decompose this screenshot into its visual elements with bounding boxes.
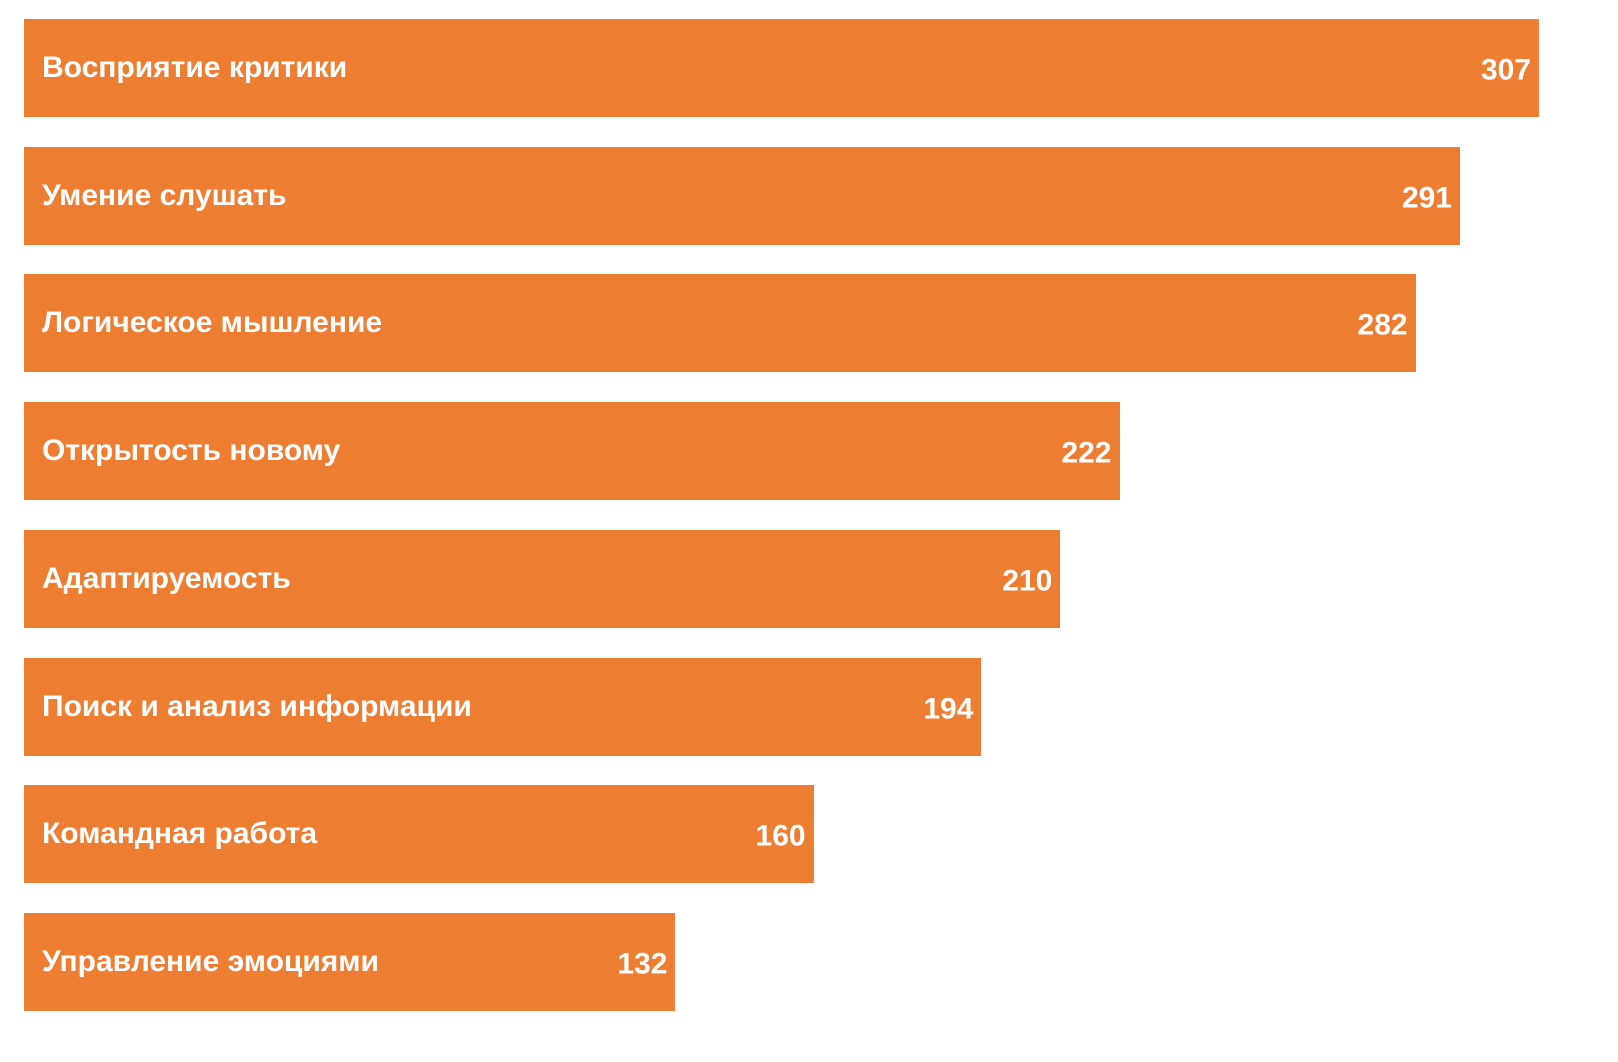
bar-category-label: Управление эмоциями — [42, 944, 379, 978]
bar-category-label: Открытость новому — [42, 434, 341, 468]
bar-value-label: 222 — [1061, 436, 1112, 470]
bar: Управление эмоциями 132 — [24, 912, 676, 1011]
bar-value-label: 307 — [1480, 53, 1531, 87]
bar-category-label: Адаптируемость — [42, 561, 291, 595]
bar-category-label: Поиск и анализ информации — [42, 689, 472, 723]
bar-value-label: 132 — [617, 947, 668, 981]
bar: Умение слушать 291 — [24, 146, 1460, 245]
bar: Логическое мышление 282 — [24, 274, 1416, 373]
bar: Адаптируемость 210 — [24, 529, 1061, 628]
bar-category-label: Командная работа — [42, 817, 318, 851]
bar: Командная работа 160 — [24, 785, 814, 884]
bar-value-label: 210 — [1002, 564, 1053, 598]
bar-value-label: 291 — [1401, 181, 1452, 215]
bar-value-label: 194 — [923, 691, 974, 725]
bar-category-label: Логическое мышление — [42, 306, 383, 340]
bar: Открытость новому 222 — [24, 402, 1120, 501]
bar: Поиск и анализ информации 194 — [24, 657, 982, 756]
bar-category-label: Восприятие критики — [42, 51, 348, 84]
bar: Восприятие критики 307 — [24, 19, 1539, 117]
bar-value-label: 160 — [755, 819, 806, 853]
bar-value-label: 282 — [1357, 308, 1408, 342]
bar-category-label: Умение слушать — [42, 178, 287, 212]
